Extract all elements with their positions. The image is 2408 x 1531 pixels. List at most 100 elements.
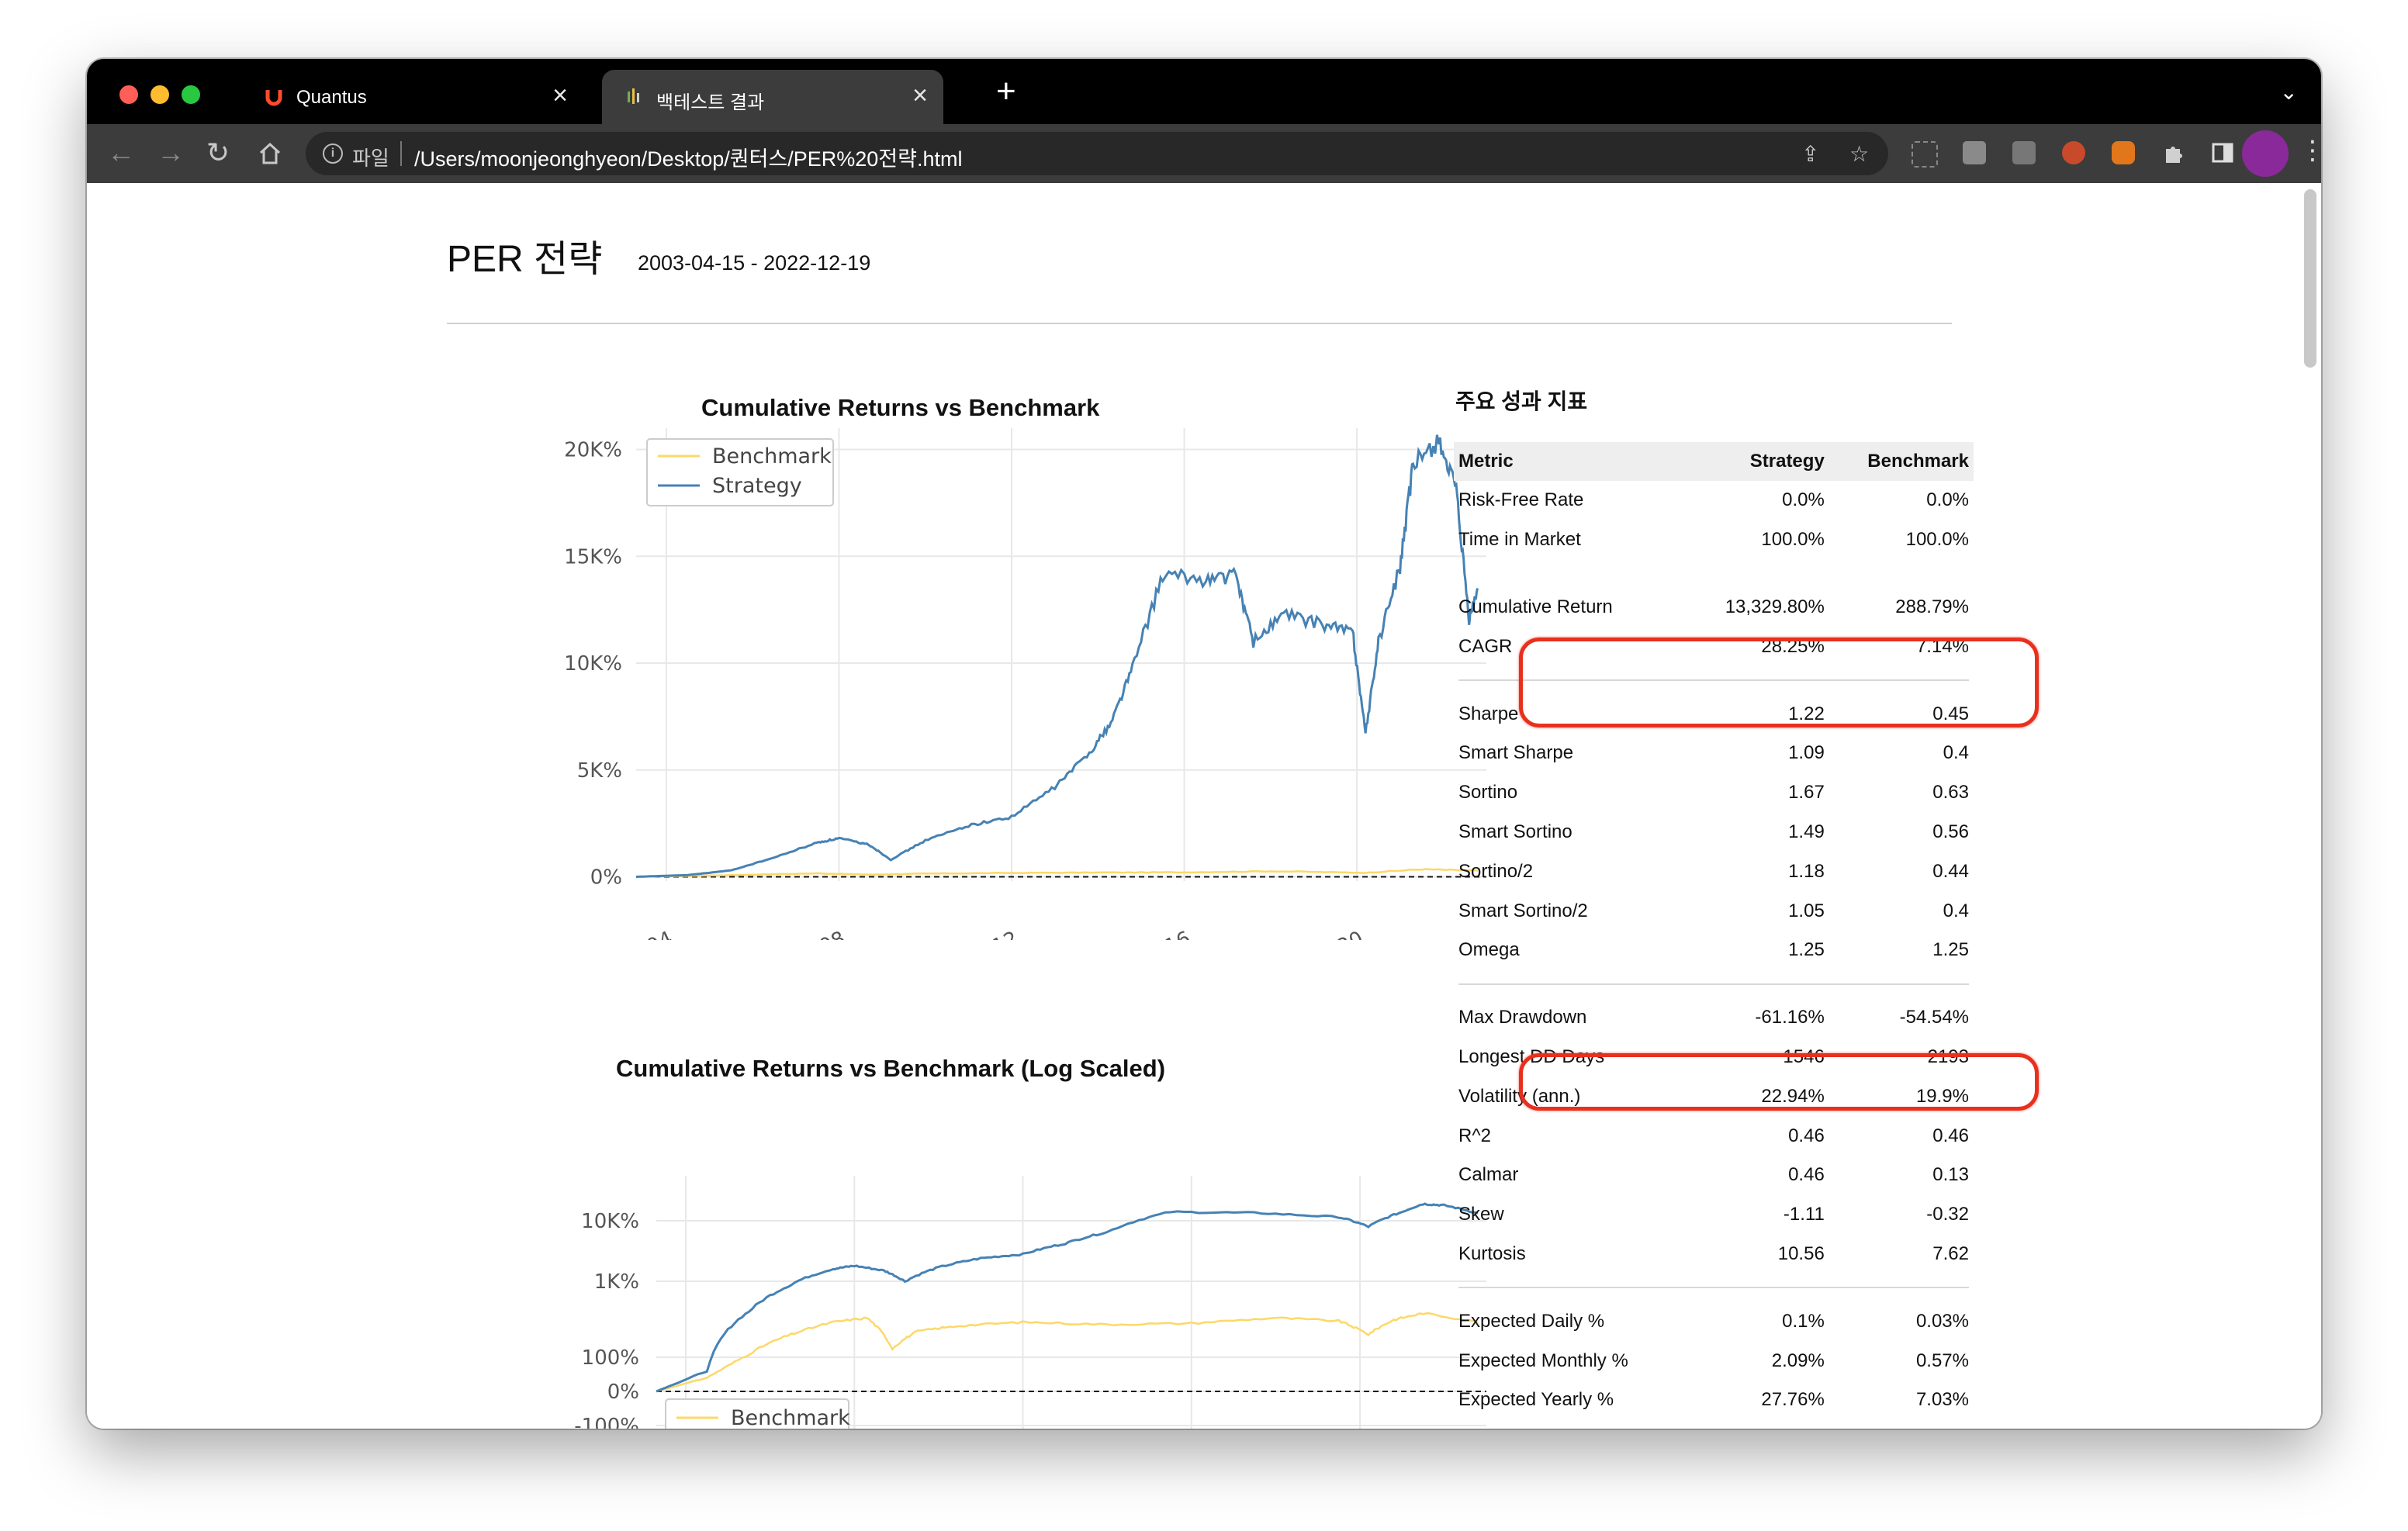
strategy-value: 1.05: [1788, 900, 1825, 921]
strategy-column-header: Strategy: [1687, 442, 1829, 481]
strategy-value: 0.46: [1788, 1125, 1825, 1146]
series-line-benchmark: [635, 868, 1479, 878]
y-tick-label: 0%: [607, 1381, 639, 1404]
cumulative-chart-title: Cumulative Returns vs Benchmark: [701, 394, 1100, 421]
kebab-menu-icon[interactable]: ⋮: [2299, 136, 2321, 165]
metric-label: Calmar: [1458, 1164, 1519, 1186]
highlight-circle-drawdown: [1519, 1053, 2039, 1111]
profile-avatar[interactable]: [2242, 130, 2289, 177]
close-tab-icon[interactable]: ×: [552, 81, 568, 110]
benchmark-value: 0.4: [1943, 900, 1969, 921]
metrics-title: 주요 성과 지표: [1455, 389, 1588, 413]
section-divider: [1454, 1274, 1974, 1301]
ex-extension-icon[interactable]: [2012, 141, 2036, 164]
strategy-value: 1.49: [1788, 821, 1825, 842]
legend-label-strategy: Strategy: [712, 474, 802, 498]
benchmark-value: 0.03%: [1915, 1310, 1969, 1332]
metrics-table: Metric Strategy Benchmark Risk-Free Rate…: [1454, 442, 1974, 1420]
info-icon[interactable]: i: [323, 143, 343, 164]
strategy-value: 10.56: [1777, 1242, 1825, 1264]
x-tick-label: 2020: [1310, 927, 1367, 940]
home-icon[interactable]: [258, 141, 282, 166]
report-title: PER 전략: [447, 239, 603, 280]
text-extension-icon[interactable]: [1963, 141, 1986, 164]
metric-label: Kurtosis: [1458, 1242, 1526, 1264]
metric-label: Omega: [1458, 939, 1520, 961]
scheme-label: 파일: [352, 147, 389, 170]
table-row: Expected Daily % 0.1% 0.03%: [1454, 1301, 1974, 1341]
address-bar[interactable]: i 파일 /Users/moonjeonghyeon/Desktop/퀀터스/P…: [306, 132, 1888, 175]
header-divider: [447, 323, 1952, 324]
benchmark-value: -0.32: [1926, 1204, 1969, 1225]
strategy-value: 22.94%: [1761, 1085, 1825, 1107]
y-tick-label: 20K%: [564, 439, 622, 462]
legend-box: [665, 1398, 849, 1429]
strategy-value: 2.09%: [1771, 1350, 1825, 1371]
metric-label: Expected Monthly %: [1458, 1350, 1628, 1371]
benchmark-value: 0.4: [1943, 742, 1969, 764]
metric-label: Risk-Free Rate: [1458, 489, 1584, 511]
bookmark-star-icon[interactable]: ☆: [1849, 142, 1870, 166]
benchmark-value: 0.0%: [1926, 489, 1969, 511]
table-row: Kurtosis 10.56 7.62: [1454, 1235, 1974, 1274]
table-row: Expected Monthly % 2.09% 0.57%: [1454, 1341, 1974, 1381]
table-row: R^2 0.46 0.46: [1454, 1116, 1974, 1156]
table-row: Expected Yearly % 27.76% 7.03%: [1454, 1381, 1974, 1420]
reload-icon[interactable]: ↻: [206, 137, 230, 168]
window-close-button[interactable]: [119, 85, 138, 104]
back-arrow-icon[interactable]: ←: [107, 137, 135, 168]
metric-label: Max Drawdown: [1458, 1007, 1587, 1028]
section-divider: [1454, 560, 1974, 588]
metric-label: Cumulative Return: [1458, 596, 1613, 617]
log-chart-title: Cumulative Returns vs Benchmark (Log Sca…: [616, 1055, 1166, 1082]
extensions-puzzle-icon[interactable]: [2161, 141, 2185, 164]
side-panel-icon[interactable]: [2211, 141, 2234, 164]
window-maximize-button[interactable]: [182, 85, 200, 104]
strategy-value: 0.0%: [1782, 489, 1825, 511]
tab-backtest-result[interactable]: 백테스트 결과 ×: [602, 70, 943, 124]
table-row: Time in Market 100.0% 100.0%: [1454, 520, 1974, 560]
table-row: Omega 1.25 1.25: [1454, 931, 1974, 970]
metric-label: Sharpe: [1458, 703, 1519, 724]
section-divider: [1454, 970, 1974, 998]
table-row: Sortino/2 1.18 0.44: [1454, 852, 1974, 891]
strategy-value: 1.18: [1788, 860, 1825, 882]
table-row: Smart Sortino 1.49 0.56: [1454, 813, 1974, 852]
scrollbar-thumb[interactable]: [2304, 189, 2316, 368]
table-row: Max Drawdown -61.16% -54.54%: [1454, 998, 1974, 1038]
tab-search-chevron-icon[interactable]: ⌄: [2279, 80, 2298, 104]
forward-arrow-icon[interactable]: →: [157, 137, 185, 168]
url-text[interactable]: /Users/moonjeonghyeon/Desktop/퀀터스/PER%20…: [414, 147, 963, 171]
window-minimize-button[interactable]: [150, 85, 169, 104]
table-row: Smart Sortino/2 1.05 0.4: [1454, 891, 1974, 931]
series-line-benchmark: [656, 1312, 1479, 1393]
new-tab-icon[interactable]: +: [996, 72, 1016, 110]
strategy-value: 1.67: [1788, 782, 1825, 804]
table-row: Calmar 0.46 0.13: [1454, 1156, 1974, 1195]
benchmark-value: 19.9%: [1915, 1085, 1969, 1107]
y-tick-label: 0%: [590, 866, 622, 889]
strategy-value: 1.25: [1788, 939, 1825, 961]
benchmark-value: 100.0%: [1905, 529, 1969, 551]
strategy-value: -61.16%: [1755, 1007, 1825, 1028]
y-tick-label: 10K%: [564, 652, 622, 676]
table-header-row: Metric Strategy Benchmark: [1454, 442, 1974, 481]
tab-quantus[interactable]: Quantus ×: [242, 70, 583, 124]
strategy-value: 0.1%: [1782, 1310, 1825, 1332]
series-line-strategy: [635, 434, 1479, 878]
metric-label: Smart Sharpe: [1458, 742, 1574, 764]
table-row: Smart Sharpe 1.09 0.4: [1454, 734, 1974, 773]
metric-label: Expected Daily %: [1458, 1310, 1605, 1332]
share-icon[interactable]: ⇪: [1801, 142, 1820, 166]
divider: [400, 141, 402, 166]
tab-strip: Quantus × 백테스트 결과 × + ⌄: [87, 59, 2321, 124]
screenshot-extension-icon[interactable]: [1912, 141, 1938, 168]
y-tick-label: -100%: [574, 1415, 639, 1429]
metric-label: Skew: [1458, 1204, 1504, 1225]
strategy-value: 0.46: [1788, 1164, 1825, 1186]
metric-label: Expected Yearly %: [1458, 1389, 1614, 1411]
close-tab-icon[interactable]: ×: [912, 81, 928, 110]
santa-extension-icon[interactable]: [2062, 141, 2085, 164]
strategy-value: 100.0%: [1761, 529, 1825, 551]
metamask-fox-icon[interactable]: [2112, 141, 2135, 164]
